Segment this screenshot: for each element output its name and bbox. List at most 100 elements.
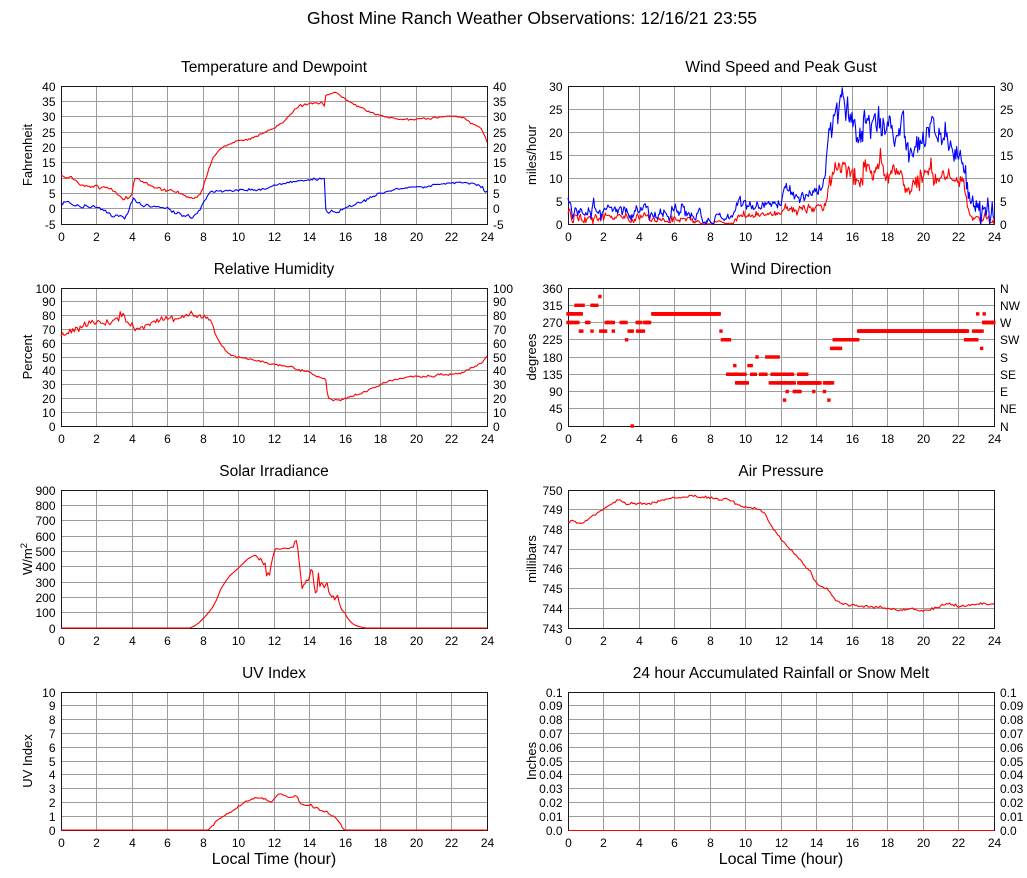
- svg-text:60: 60: [42, 337, 56, 351]
- svg-text:0.06: 0.06: [1000, 741, 1024, 755]
- svg-text:5: 5: [1000, 195, 1007, 209]
- svg-text:5: 5: [49, 187, 56, 201]
- svg-text:22: 22: [445, 836, 459, 850]
- svg-text:744: 744: [542, 602, 562, 616]
- svg-text:20: 20: [42, 392, 56, 406]
- svg-text:10: 10: [739, 230, 753, 244]
- svg-text:16: 16: [846, 836, 860, 850]
- svg-text:12: 12: [775, 634, 789, 648]
- svg-text:miles/hour: miles/hour: [524, 124, 539, 185]
- svg-text:0.05: 0.05: [1000, 755, 1024, 769]
- svg-text:0: 0: [565, 230, 572, 244]
- svg-text:0.04: 0.04: [1000, 768, 1024, 782]
- svg-text:2: 2: [600, 836, 607, 850]
- svg-text:24: 24: [988, 836, 1002, 850]
- svg-text:0.09: 0.09: [539, 699, 563, 713]
- svg-text:30: 30: [493, 110, 507, 124]
- svg-text:16: 16: [846, 230, 860, 244]
- svg-text:0.09: 0.09: [1000, 699, 1024, 713]
- svg-text:80: 80: [42, 309, 56, 323]
- svg-text:5: 5: [49, 755, 56, 769]
- svg-text:315: 315: [542, 299, 562, 313]
- svg-text:6: 6: [164, 432, 171, 446]
- svg-text:16: 16: [846, 432, 860, 446]
- svg-text:6: 6: [164, 230, 171, 244]
- svg-text:0: 0: [58, 634, 65, 648]
- svg-text:0.01: 0.01: [539, 810, 563, 824]
- svg-text:W: W: [1000, 316, 1012, 330]
- svg-text:0.02: 0.02: [1000, 796, 1024, 810]
- svg-text:14: 14: [303, 836, 317, 850]
- svg-text:2: 2: [93, 432, 100, 446]
- svg-text:14: 14: [810, 634, 824, 648]
- svg-text:20: 20: [917, 230, 931, 244]
- svg-text:10: 10: [232, 836, 246, 850]
- svg-text:8: 8: [200, 432, 207, 446]
- svg-text:747: 747: [542, 543, 562, 557]
- svg-text:20: 20: [410, 836, 424, 850]
- svg-text:Wind Direction: Wind Direction: [731, 261, 832, 278]
- svg-text:Inches: Inches: [524, 741, 539, 780]
- svg-text:30: 30: [42, 378, 56, 392]
- svg-text:14: 14: [303, 432, 317, 446]
- svg-text:20: 20: [549, 126, 563, 140]
- svg-text:10: 10: [42, 172, 56, 186]
- svg-text:0: 0: [49, 824, 56, 838]
- svg-text:10: 10: [739, 836, 753, 850]
- svg-text:20: 20: [42, 141, 56, 155]
- svg-text:6: 6: [671, 230, 678, 244]
- svg-text:4: 4: [129, 634, 136, 648]
- svg-text:8: 8: [200, 836, 207, 850]
- svg-text:4: 4: [636, 836, 643, 850]
- svg-text:22: 22: [952, 230, 966, 244]
- svg-text:24: 24: [988, 432, 1002, 446]
- svg-text:748: 748: [542, 523, 562, 537]
- svg-text:W/m2: W/m2: [19, 543, 35, 575]
- svg-text:5: 5: [493, 187, 500, 201]
- svg-text:24: 24: [988, 230, 1002, 244]
- svg-text:300: 300: [35, 576, 55, 590]
- svg-text:0.0: 0.0: [546, 824, 563, 838]
- svg-text:UV Index: UV Index: [242, 665, 306, 682]
- svg-text:8: 8: [49, 713, 56, 727]
- svg-text:750: 750: [542, 484, 562, 498]
- svg-text:8: 8: [707, 634, 714, 648]
- svg-text:-5: -5: [45, 218, 56, 232]
- svg-text:24: 24: [481, 836, 495, 850]
- svg-text:500: 500: [35, 545, 55, 559]
- svg-text:6: 6: [671, 432, 678, 446]
- svg-text:4: 4: [129, 230, 136, 244]
- svg-text:20: 20: [1000, 126, 1014, 140]
- svg-text:24: 24: [481, 230, 495, 244]
- svg-text:40: 40: [493, 364, 507, 378]
- svg-text:700: 700: [35, 514, 55, 528]
- svg-text:135: 135: [542, 368, 562, 382]
- svg-text:1: 1: [49, 810, 56, 824]
- svg-text:0: 0: [556, 420, 563, 434]
- svg-text:millibars: millibars: [524, 535, 539, 583]
- svg-text:12: 12: [268, 634, 282, 648]
- svg-text:24: 24: [481, 634, 495, 648]
- svg-text:30: 30: [1000, 80, 1014, 94]
- svg-text:16: 16: [339, 230, 353, 244]
- svg-text:8: 8: [200, 634, 207, 648]
- svg-text:20: 20: [917, 634, 931, 648]
- svg-text:0.08: 0.08: [1000, 713, 1024, 727]
- svg-text:N: N: [1000, 282, 1009, 296]
- svg-text:10: 10: [739, 432, 753, 446]
- svg-text:16: 16: [846, 634, 860, 648]
- svg-text:8: 8: [707, 836, 714, 850]
- svg-text:12: 12: [268, 836, 282, 850]
- svg-text:12: 12: [775, 230, 789, 244]
- svg-text:7: 7: [49, 727, 56, 741]
- svg-text:225: 225: [542, 333, 562, 347]
- svg-text:0.08: 0.08: [539, 713, 563, 727]
- svg-text:40: 40: [42, 80, 56, 94]
- svg-text:Fahrenheit: Fahrenheit: [20, 124, 35, 187]
- svg-text:18: 18: [374, 634, 388, 648]
- svg-text:18: 18: [374, 836, 388, 850]
- svg-text:Air Pressure: Air Pressure: [738, 463, 823, 480]
- svg-text:0.01: 0.01: [1000, 810, 1024, 824]
- svg-text:10: 10: [739, 634, 753, 648]
- svg-text:10: 10: [493, 172, 507, 186]
